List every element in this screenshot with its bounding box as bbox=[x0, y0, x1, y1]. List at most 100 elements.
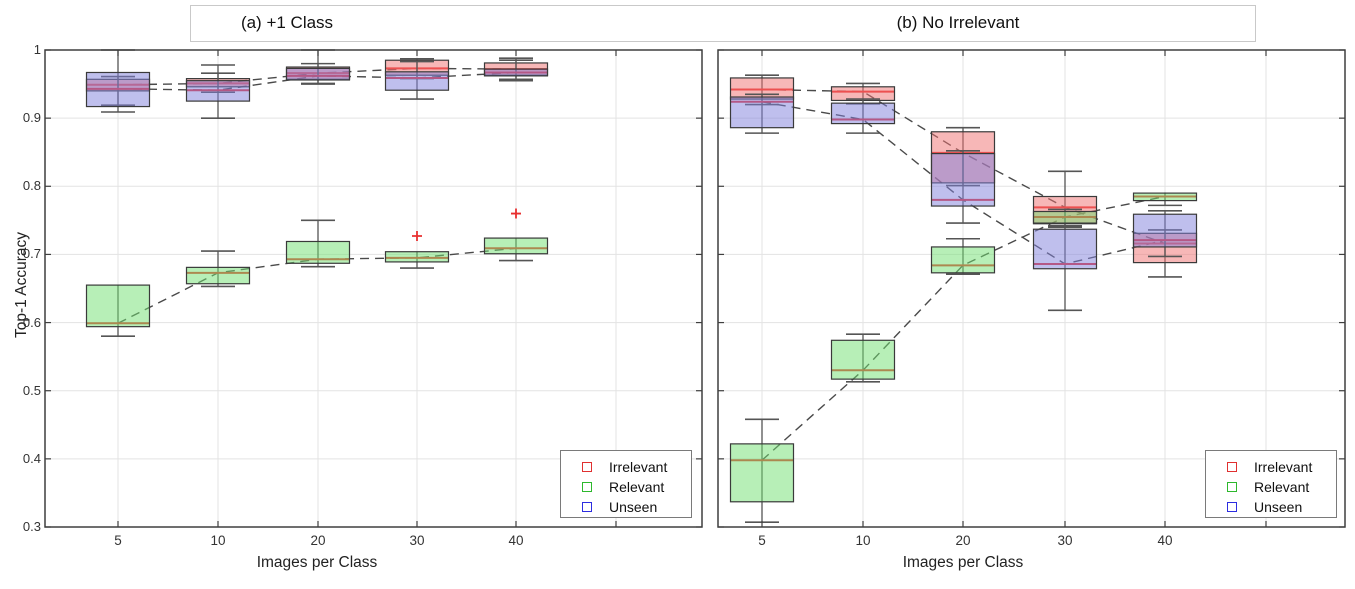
panel-b bbox=[717, 49, 1346, 528]
box-unseen-30 bbox=[384, 60, 450, 100]
legend-panel-a: Irrelevant Relevant Unseen bbox=[560, 450, 692, 518]
box-edge bbox=[1032, 210, 1098, 224]
panel-a-title: (a) +1 Class bbox=[240, 13, 334, 32]
box-unseen-20 bbox=[930, 150, 996, 224]
box-edge bbox=[1132, 213, 1198, 248]
outlier-plus-marker bbox=[511, 208, 521, 219]
box-edge bbox=[384, 251, 450, 263]
legend-label: Irrelevant bbox=[609, 458, 668, 475]
box-fill bbox=[730, 97, 794, 128]
box-unseen-10 bbox=[830, 98, 896, 134]
y-tick-label: 0.8 bbox=[22, 178, 41, 194]
legend-item-irrelevant: Irrelevant bbox=[561, 457, 691, 476]
box-relevant-10 bbox=[830, 333, 896, 383]
x-tick-label: 5 bbox=[114, 533, 122, 548]
box-unseen-40 bbox=[1132, 210, 1198, 258]
box-relevant-5 bbox=[85, 284, 151, 338]
relevant-marker-icon bbox=[1227, 481, 1237, 492]
box-relevant-20 bbox=[930, 237, 996, 275]
box-fill bbox=[484, 238, 548, 254]
box-edge bbox=[1132, 192, 1198, 202]
box-fill bbox=[286, 68, 350, 80]
box-fill bbox=[186, 267, 250, 284]
box-fill bbox=[385, 251, 449, 262]
box-edge bbox=[483, 237, 549, 255]
box-relevant-20 bbox=[285, 219, 351, 268]
x-tick-label: 40 bbox=[1157, 533, 1173, 548]
box-fill bbox=[730, 443, 794, 502]
box-unseen-40 bbox=[483, 59, 549, 82]
title-band bbox=[190, 5, 1256, 42]
y-axis-label: Top-1 Accuracy bbox=[13, 232, 30, 338]
unseen-marker-icon bbox=[582, 501, 592, 512]
box-fill bbox=[86, 72, 150, 107]
legend-item-relevant: Relevant bbox=[1206, 477, 1336, 496]
box-unseen-5 bbox=[85, 49, 151, 113]
x-tick-label: 30 bbox=[1057, 533, 1073, 548]
y-tick-label: 1 bbox=[33, 42, 41, 57]
y-tick-label: 0.5 bbox=[22, 382, 41, 398]
box-relevant-40 bbox=[483, 237, 549, 262]
box-relevant-10 bbox=[185, 250, 251, 288]
box-fill bbox=[831, 340, 895, 380]
axes-frame bbox=[44, 49, 703, 528]
box-relevant-40 bbox=[1132, 192, 1198, 207]
box-fill bbox=[86, 285, 150, 327]
box-fill bbox=[931, 246, 995, 273]
box-fill bbox=[385, 71, 449, 91]
y-tick-label: 0.6 bbox=[22, 314, 41, 330]
box-relevant-30 bbox=[384, 251, 450, 269]
x-tick-label: 10 bbox=[855, 533, 871, 548]
x-tick-label: 20 bbox=[955, 533, 971, 548]
box-edge bbox=[1032, 228, 1098, 270]
box-unseen-30 bbox=[1032, 225, 1098, 312]
x-tick-label: 5 bbox=[758, 533, 766, 548]
x-tick-label: 20 bbox=[310, 533, 326, 548]
box-edge bbox=[729, 96, 795, 129]
box-edge bbox=[830, 102, 896, 125]
box-unseen-10 bbox=[185, 64, 251, 119]
y-tick-label: 0.9 bbox=[22, 110, 41, 126]
box-fill bbox=[1033, 229, 1097, 269]
unseen-marker-icon bbox=[1227, 501, 1237, 512]
legend-label: Relevant bbox=[609, 478, 665, 495]
irrelevant-marker-icon bbox=[1227, 461, 1237, 472]
x-tick-label: 30 bbox=[409, 533, 425, 548]
axes-frame bbox=[717, 49, 1346, 528]
box-fill bbox=[831, 103, 895, 124]
legend-panel-b: Irrelevant Relevant Unseen bbox=[1205, 450, 1337, 518]
box-edge bbox=[285, 67, 351, 81]
x-tick-label: 10 bbox=[210, 533, 226, 548]
relevant-marker-icon bbox=[582, 481, 592, 492]
legend-item-unseen: Unseen bbox=[1206, 497, 1336, 516]
y-tick-label: 0.7 bbox=[22, 246, 41, 262]
outlier-plus-marker bbox=[412, 231, 422, 242]
box-edge bbox=[830, 339, 896, 380]
irrelevant-marker-icon bbox=[582, 461, 592, 472]
box-fill bbox=[484, 69, 548, 76]
median-trend-relevant bbox=[761, 195, 1166, 461]
box-fill bbox=[931, 153, 995, 207]
box-edge bbox=[285, 240, 351, 264]
legend-label: Relevant bbox=[1254, 478, 1310, 495]
box-fill bbox=[1033, 211, 1097, 224]
box-fill bbox=[286, 241, 350, 264]
box-edge bbox=[729, 443, 795, 503]
box-relevant-5 bbox=[729, 418, 795, 524]
legend-item-unseen: Unseen bbox=[561, 497, 691, 516]
box-edge bbox=[384, 71, 450, 91]
box-edge bbox=[185, 266, 251, 285]
box-edge bbox=[930, 152, 996, 207]
y-tick-label: 0.4 bbox=[22, 450, 41, 466]
box-fill bbox=[1133, 214, 1197, 247]
box-edge bbox=[185, 80, 251, 102]
legend-label: Unseen bbox=[1254, 498, 1303, 515]
x-tick-label: 40 bbox=[508, 533, 524, 548]
box-edge bbox=[85, 284, 151, 328]
legend-label: Irrelevant bbox=[1254, 458, 1313, 475]
legend-label: Unseen bbox=[609, 498, 658, 515]
box-fill bbox=[1133, 193, 1197, 201]
legend-item-relevant: Relevant bbox=[561, 477, 691, 496]
